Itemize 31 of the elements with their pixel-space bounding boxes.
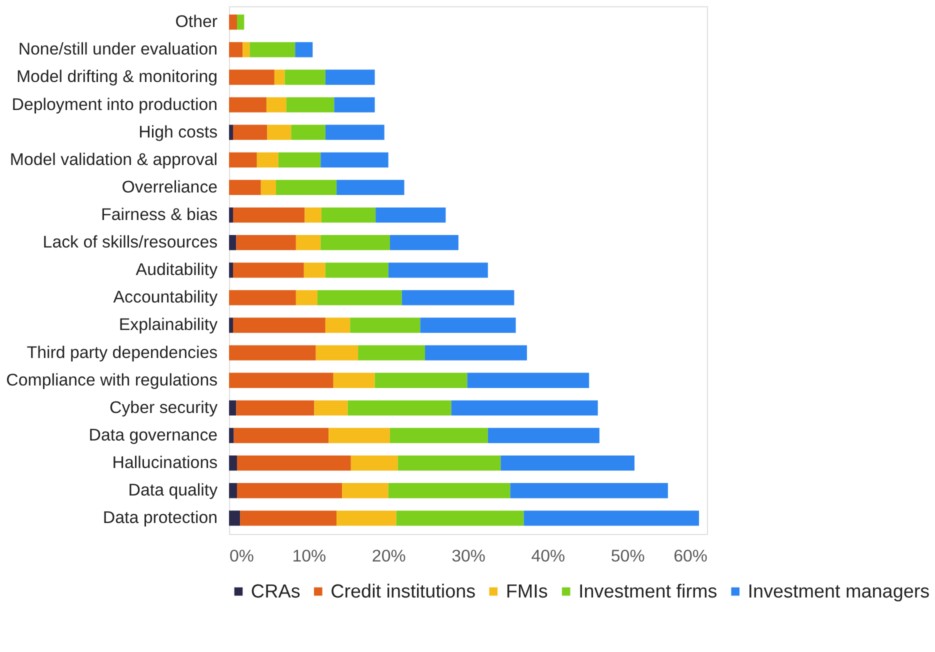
y-tick-label: Fairness & bias <box>101 205 218 224</box>
x-tick-label: 30% <box>452 546 486 566</box>
x-tick-label: 20% <box>372 546 406 566</box>
legend-label: FMIs <box>506 581 548 602</box>
y-tick-label: Model validation & approval <box>10 150 218 169</box>
x-tick-label: 10% <box>292 546 326 566</box>
legend-label: Investment firms <box>578 581 718 602</box>
y-tick-label: Cyber security <box>110 398 218 417</box>
y-tick-label: Compliance with regulations <box>6 370 218 390</box>
y-tick-label: Model drifting & monitoring <box>16 67 218 86</box>
y-tick-label: Explainability <box>118 315 218 334</box>
y-tick-label: Data governance <box>88 425 218 444</box>
x-tick-label: 40% <box>531 546 566 566</box>
y-tick-label: None/still under evaluation <box>18 40 218 59</box>
y-tick-label: Overreliance <box>122 177 218 196</box>
x-tick-label: 60% <box>674 546 708 566</box>
legend-label: Investment managers <box>748 581 930 602</box>
y-tick-label: High costs <box>138 122 218 142</box>
y-tick-label: Data quality <box>128 480 218 500</box>
x-tick-label: 50% <box>610 546 645 566</box>
y-tick-label: Accountability <box>113 288 218 307</box>
y-tick-label: Lack of skills/resources <box>42 232 218 252</box>
y-tick-label: Other <box>175 12 218 32</box>
x-tick-label: 0% <box>230 546 254 566</box>
y-tick-label: Deployment into production <box>12 94 218 114</box>
y-tick-label: Data protection <box>102 508 218 528</box>
legend-label: Credit institutions <box>330 581 476 602</box>
legend-label: CRAs <box>250 581 300 602</box>
y-tick-label: Third party dependencies <box>26 342 218 362</box>
y-tick-label: Auditability <box>136 260 218 280</box>
y-tick-label: Hallucinations <box>112 453 218 472</box>
